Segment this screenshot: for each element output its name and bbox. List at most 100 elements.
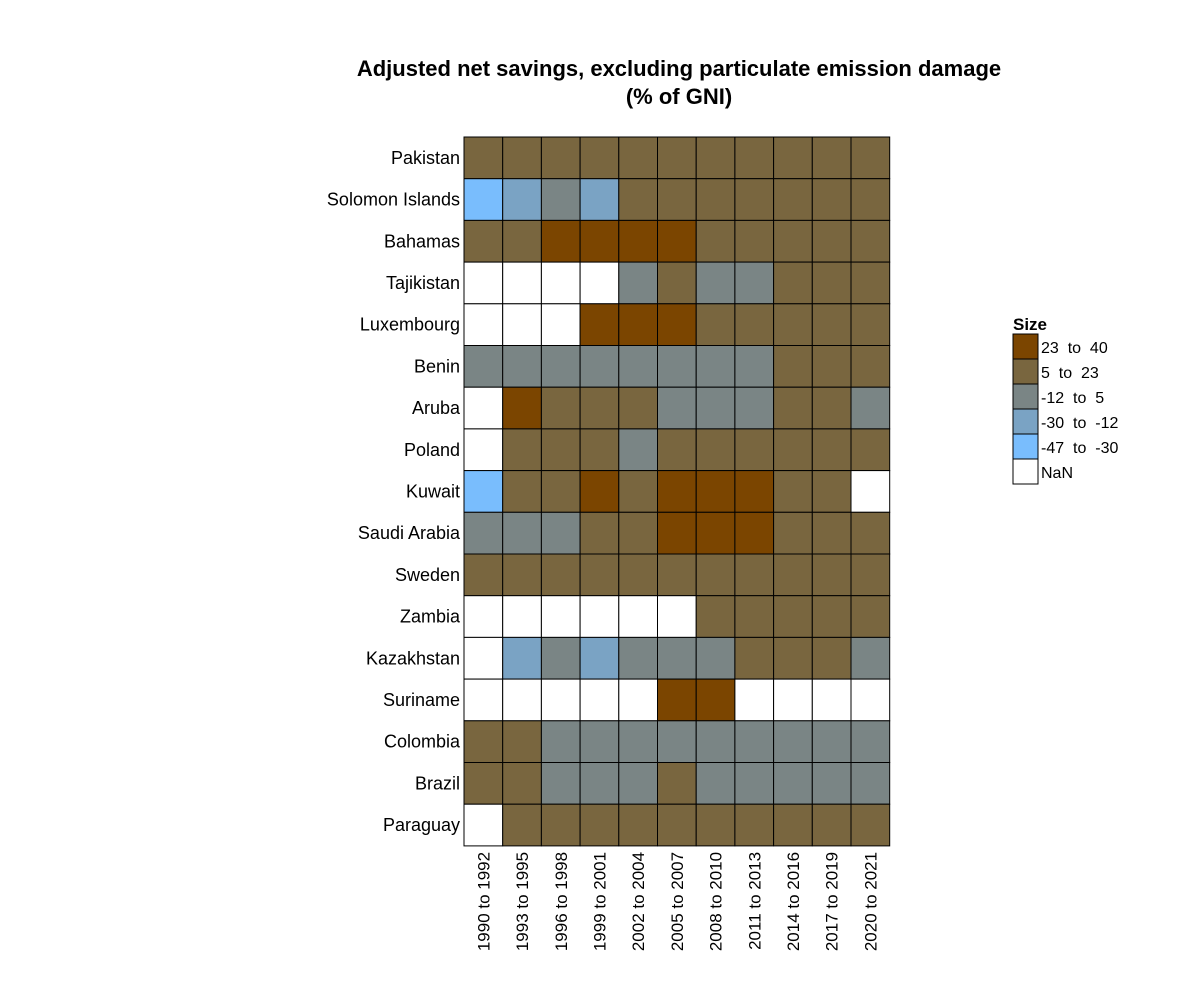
heatmap-cell bbox=[463, 428, 504, 472]
heatmap-cell bbox=[657, 595, 697, 638]
heatmap-cell bbox=[811, 553, 852, 597]
heatmap-cell bbox=[579, 803, 620, 847]
heatmap-cell bbox=[734, 678, 775, 722]
heatmap-cell bbox=[773, 595, 813, 638]
row-label: Kazakhstan bbox=[366, 648, 460, 668]
legend-swatch bbox=[1012, 358, 1039, 385]
legend-swatch bbox=[1012, 433, 1039, 460]
heatmap-cell bbox=[695, 136, 736, 180]
heatmap-cell bbox=[695, 553, 736, 597]
heatmap-cell bbox=[502, 136, 542, 180]
heatmap-cell bbox=[618, 553, 658, 597]
heatmap-cell bbox=[618, 261, 658, 305]
heatmap-cell bbox=[811, 470, 852, 513]
heatmap-cell bbox=[579, 303, 620, 346]
column-label: 2017 to 2019 bbox=[823, 852, 842, 951]
heatmap-cell bbox=[540, 428, 581, 472]
heatmap-cell bbox=[463, 720, 504, 763]
heatmap-cell bbox=[850, 470, 891, 513]
heatmap-cell bbox=[579, 762, 620, 805]
heatmap-cell bbox=[811, 136, 852, 180]
heatmap-cell bbox=[811, 178, 852, 221]
heatmap-cell bbox=[734, 261, 775, 305]
heatmap-cell bbox=[811, 345, 852, 388]
heatmap-cell bbox=[773, 345, 813, 388]
heatmap-cell bbox=[850, 762, 891, 805]
row-label: Luxembourg bbox=[360, 315, 460, 335]
heatmap-cell bbox=[657, 136, 697, 180]
heatmap-cell bbox=[850, 136, 891, 180]
heatmap-cell bbox=[811, 261, 852, 305]
column-label: 1993 to 1995 bbox=[513, 852, 532, 951]
heatmap-cell bbox=[502, 511, 542, 555]
heatmap-cell bbox=[540, 762, 581, 805]
heatmap-cell bbox=[811, 386, 852, 430]
heatmap-cell bbox=[579, 553, 620, 597]
heatmap-cell bbox=[463, 678, 504, 722]
heatmap-cell bbox=[463, 178, 504, 221]
heatmap-cell bbox=[734, 553, 775, 597]
column-label: 1999 to 2001 bbox=[590, 852, 609, 951]
legend-swatch bbox=[1012, 383, 1039, 410]
heatmap-cell bbox=[579, 136, 620, 180]
heatmap-cell bbox=[502, 345, 542, 388]
row-label: Pakistan bbox=[391, 148, 460, 168]
heatmap-cell bbox=[502, 762, 542, 805]
heatmap-cell bbox=[463, 345, 504, 388]
heatmap-cell bbox=[463, 386, 504, 430]
heatmap-cell bbox=[502, 678, 542, 722]
heatmap-cell bbox=[811, 595, 852, 638]
heatmap-cell bbox=[850, 428, 891, 472]
heatmap-cell bbox=[540, 470, 581, 513]
heatmap-cell bbox=[502, 595, 542, 638]
legend-label: 23 to 40 bbox=[1041, 340, 1108, 357]
column-label: 1990 to 1992 bbox=[474, 852, 493, 951]
heatmap-cell bbox=[657, 345, 697, 388]
column-label: 2008 to 2010 bbox=[707, 852, 726, 951]
heatmap-cells bbox=[463, 136, 891, 847]
heatmap-cell bbox=[618, 762, 658, 805]
heatmap-cell bbox=[540, 595, 581, 638]
heatmap-cell bbox=[695, 219, 736, 263]
heatmap-cell bbox=[463, 762, 504, 805]
heatmap-cell bbox=[502, 386, 542, 430]
heatmap-cell bbox=[773, 553, 813, 597]
heatmap-cell bbox=[850, 219, 891, 263]
heatmap-cell bbox=[540, 803, 581, 847]
row-label: Poland bbox=[404, 440, 460, 460]
heatmap-cell bbox=[773, 428, 813, 472]
heatmap-cell bbox=[502, 720, 542, 763]
legend-label: -47 to -30 bbox=[1041, 440, 1118, 457]
heatmap-cell bbox=[579, 178, 620, 221]
heatmap-cell bbox=[734, 219, 775, 263]
legend-swatch bbox=[1012, 333, 1039, 360]
heatmap-cell bbox=[502, 178, 542, 221]
heatmap-cell bbox=[850, 386, 891, 430]
heatmap-cell bbox=[811, 762, 852, 805]
heatmap-cell bbox=[463, 470, 504, 513]
row-labels: Pakistan Solomon Islands Bahamas Tajikistan… bbox=[327, 148, 461, 835]
row-label: Solomon Islands bbox=[327, 190, 460, 210]
heatmap-cell bbox=[773, 678, 813, 722]
heatmap-cell bbox=[579, 636, 620, 680]
heatmap-cell bbox=[540, 345, 581, 388]
heatmap-cell bbox=[695, 636, 736, 680]
heatmap-cell bbox=[734, 511, 775, 555]
row-label: Suriname bbox=[383, 690, 460, 710]
heatmap-cell bbox=[734, 428, 775, 472]
heatmap-cell bbox=[579, 511, 620, 555]
heatmap-cell bbox=[695, 178, 736, 221]
column-label: 2014 to 2016 bbox=[784, 852, 803, 951]
legend-title: Size bbox=[1013, 315, 1047, 334]
heatmap-cell bbox=[695, 511, 736, 555]
legend-label: 5 to 23 bbox=[1041, 365, 1099, 382]
heatmap-cell bbox=[773, 178, 813, 221]
heatmap-cell bbox=[540, 303, 581, 346]
heatmap-cell bbox=[734, 178, 775, 221]
heatmap-cell bbox=[618, 511, 658, 555]
heatmap-cell bbox=[734, 803, 775, 847]
heatmap-cell bbox=[695, 678, 736, 722]
heatmap-cell bbox=[463, 219, 504, 263]
heatmap-cell bbox=[618, 428, 658, 472]
